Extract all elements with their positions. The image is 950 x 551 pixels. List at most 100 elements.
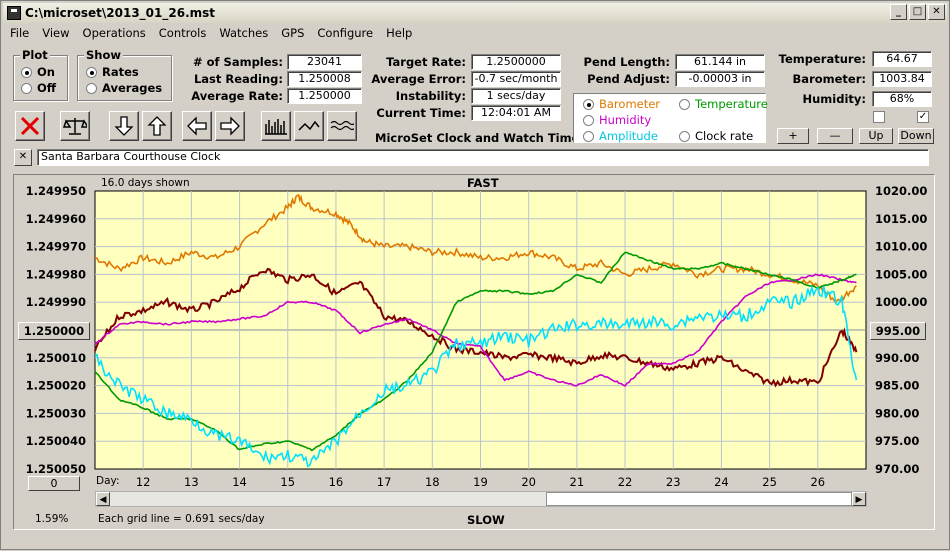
- plot-on-label: On: [37, 65, 55, 79]
- menu-controls[interactable]: Controls: [158, 26, 207, 40]
- average-error-field: -0.7 sec/month: [471, 71, 561, 87]
- percent-label: 1.59%: [35, 513, 69, 525]
- humidity-field: 68%: [872, 91, 932, 107]
- offset-button[interactable]: 0: [28, 476, 80, 491]
- show-group: Show: [77, 48, 172, 101]
- left-tick-label: 1.250030: [26, 406, 86, 420]
- right-arrow-button[interactable]: [215, 111, 245, 141]
- checkbox-right[interactable]: ✓: [917, 111, 929, 123]
- menu-file[interactable]: File: [10, 26, 30, 40]
- sensor-barometer-radio[interactable]: Barometer: [583, 97, 660, 111]
- close-button[interactable]: ✕: [928, 4, 945, 20]
- minus-button[interactable]: —: [817, 128, 853, 144]
- target-rate-field[interactable]: 1.2500000: [471, 54, 561, 70]
- radio-icon: [583, 130, 594, 142]
- pend-adjust-field: -0.00003 in: [675, 71, 765, 87]
- pend-length-label: Pend Length:: [583, 55, 670, 69]
- left-center-rate-button[interactable]: 1.250000: [18, 322, 90, 340]
- x-tick-label: 26: [810, 475, 825, 489]
- maximize-button[interactable]: □: [909, 4, 926, 20]
- menu-watches[interactable]: Watches: [219, 26, 269, 40]
- x-tick-label: 25: [762, 475, 777, 489]
- show-rates-radio[interactable]: Rates: [86, 65, 139, 79]
- target-rate-label: Target Rate:: [386, 55, 466, 69]
- radio-icon: [86, 82, 97, 94]
- arrow-up-icon: [147, 116, 167, 136]
- radio-icon: [583, 114, 594, 126]
- scroll-right-arrow-icon[interactable]: ▶: [852, 492, 866, 506]
- watch-name-field[interactable]: Santa Barbara Courthouse Clock: [37, 149, 929, 166]
- wave-icon: [330, 120, 354, 131]
- plot-off-radio[interactable]: Off: [21, 81, 56, 95]
- right-tick-label: 1000.00: [875, 295, 927, 309]
- plus-button[interactable]: +: [777, 128, 809, 144]
- current-time-field: 12:04:01 AM: [471, 105, 561, 121]
- stop-button[interactable]: [15, 111, 45, 141]
- arrow-left-icon: [187, 116, 207, 136]
- sensor-select-box: [573, 93, 766, 143]
- plot-on-radio[interactable]: On: [21, 65, 55, 79]
- minimize-button[interactable]: _: [890, 4, 907, 20]
- bar-graph-icon: [265, 119, 287, 135]
- line-graph-button[interactable]: [294, 111, 324, 141]
- left-tick-label: 1.249980: [26, 267, 86, 281]
- show-averages-radio[interactable]: Averages: [86, 81, 162, 95]
- average-rate-field: 1.250000: [287, 88, 362, 104]
- x-tick-label: 13: [184, 475, 199, 489]
- arrow-down-icon: [114, 116, 134, 136]
- checkbox-left[interactable]: [873, 111, 885, 123]
- x-tick-label: 18: [425, 475, 440, 489]
- clear-watch-button[interactable]: ✕: [14, 149, 32, 166]
- last-reading-label: Last Reading:: [193, 72, 283, 86]
- left-tick-label: 1.250050: [26, 462, 86, 476]
- radio-selected-icon: [583, 98, 594, 110]
- sensor-humidity-radio[interactable]: Humidity: [583, 113, 651, 127]
- left-tick-label: 1.250040: [26, 434, 86, 448]
- x-tick-label: 21: [570, 475, 585, 489]
- down-button[interactable]: Down: [898, 128, 934, 144]
- right-tick-label: 970.00: [875, 462, 919, 476]
- menu-bar: File View Operations Controls Watches GP…: [3, 24, 418, 42]
- sensor-temperature-radio[interactable]: Temperature: [679, 97, 768, 111]
- sensor-clock-rate-radio[interactable]: Clock rate: [679, 129, 753, 143]
- x-tick-label: 17: [377, 475, 392, 489]
- series-line-barometer: [94, 193, 857, 305]
- days-shown-label: 16.0 days shown: [101, 177, 190, 189]
- menu-help[interactable]: Help: [386, 26, 413, 40]
- x-tick-label: 20: [521, 475, 536, 489]
- menu-view[interactable]: View: [42, 26, 70, 40]
- left-tick-label: 1.250010: [26, 351, 86, 365]
- scroll-thumb[interactable]: [546, 492, 852, 506]
- balance-button[interactable]: [60, 111, 90, 141]
- app-caption: MicroSet Clock and Watch Timer: [375, 131, 586, 145]
- temperature-label: Temperature:: [778, 52, 866, 66]
- sensor-barometer-label: Barometer: [599, 97, 661, 111]
- wave-graph-button[interactable]: [327, 111, 357, 141]
- sensor-amplitude-radio[interactable]: Amplitude: [583, 129, 658, 143]
- radio-icon: [21, 82, 32, 94]
- down-arrow-button[interactable]: [109, 111, 139, 141]
- x-tick-label: 16: [329, 475, 344, 489]
- right-tick-label: 1015.00: [875, 212, 927, 226]
- up-button[interactable]: Up: [859, 128, 893, 144]
- show-rates-label: Rates: [102, 65, 139, 79]
- plot-panel: [13, 174, 935, 530]
- right-tick-label: 975.00: [875, 434, 919, 448]
- horizontal-scrollbar[interactable]: ◀ ▶: [95, 491, 867, 507]
- arrow-right-icon: [220, 116, 240, 136]
- pend-adjust-label: Pend Adjust:: [587, 72, 670, 86]
- menu-configure[interactable]: Configure: [317, 26, 374, 40]
- menu-operations[interactable]: Operations: [82, 26, 146, 40]
- scroll-left-arrow-icon[interactable]: ◀: [96, 492, 110, 506]
- sensor-amplitude-label: Amplitude: [599, 129, 658, 143]
- right-center-value-button[interactable]: 995.00: [870, 322, 926, 340]
- up-arrow-button[interactable]: [142, 111, 172, 141]
- left-arrow-button[interactable]: [182, 111, 212, 141]
- slow-label: SLOW: [467, 513, 505, 527]
- pend-length-field[interactable]: 61.144 in: [675, 54, 765, 70]
- menu-gps[interactable]: GPS: [281, 26, 305, 40]
- sensor-temperature-label: Temperature: [695, 97, 768, 111]
- bar-graph-button[interactable]: [261, 111, 291, 141]
- x-tick-label: 14: [232, 475, 247, 489]
